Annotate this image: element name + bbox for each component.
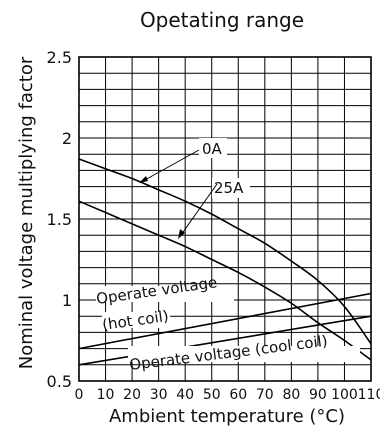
x-tick-label: 70 (256, 387, 274, 403)
annotation-25a: 25A (214, 179, 244, 197)
x-tick-label: 60 (229, 387, 247, 403)
x-tick-label: 50 (203, 387, 221, 403)
annotation-hot-coil-line2: (hot coil) (101, 307, 170, 334)
y-axis-label: Nominal voltage multiplying factor (16, 56, 37, 369)
x-tick-label: 0 (75, 387, 84, 403)
arrowhead-0a (139, 176, 148, 183)
x-tick-label: 110 (358, 387, 380, 403)
chart-title: Opetating range (140, 8, 304, 32)
y-tick-label: 1.5 (47, 210, 72, 229)
y-tick-label: 0.5 (47, 372, 72, 391)
x-tick-label: 10 (97, 387, 115, 403)
y-tick-label: 2.5 (47, 48, 72, 67)
y-tick-label: 1 (62, 291, 72, 310)
x-tick-label: 90 (309, 387, 327, 403)
x-tick-label: 20 (123, 387, 141, 403)
x-tick-label: 80 (282, 387, 300, 403)
x-tick-label: 30 (150, 387, 168, 403)
x-axis-label: Ambient temperature (°C) (109, 406, 345, 427)
annotation-hot-coil-line1: Operate voltage (95, 273, 218, 308)
x-tick-label: 100 (331, 387, 358, 403)
x-tick-label: 40 (176, 387, 194, 403)
grid (79, 57, 371, 381)
annotation-0a: 0A (202, 140, 223, 158)
y-tick-label: 2 (62, 129, 72, 148)
series-line-25a (79, 201, 371, 360)
